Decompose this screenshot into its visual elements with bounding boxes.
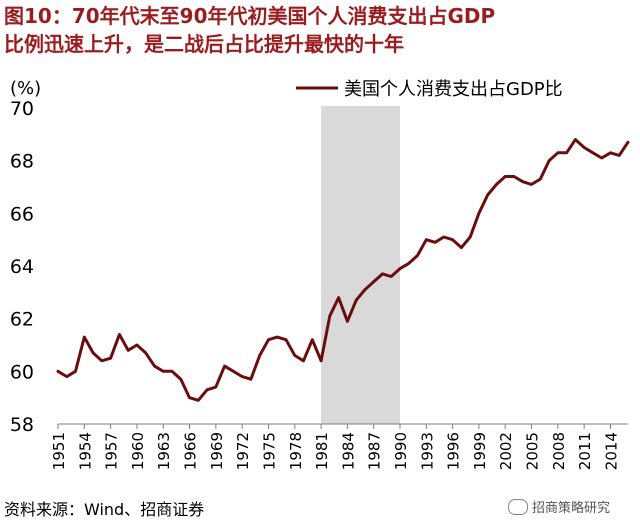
x-tick-label: 1993 [418, 432, 436, 470]
axis-layer: 58 60 62 64 66 68 70(%) 1951 1954 1957 1960 1963 196… [10, 78, 628, 470]
chart-title: 图10：70年代末至90年代初美国个人消费支出占GDP 比例迅速上升，是二战后占… [4, 2, 636, 58]
x-tick-label: 1975 [260, 432, 278, 470]
y-tick-label: 62 [10, 309, 34, 331]
x-tick-label: 1978 [287, 432, 305, 470]
x-tick-label: 1996 [445, 432, 463, 470]
source-note: 资料来源：Wind、招商证券 [4, 500, 205, 519]
watermark: 招商策略研究 [507, 497, 610, 516]
legend-label: 美国个人消费支出占GDP比 [344, 79, 563, 100]
x-tick-label: 1990 [392, 432, 410, 470]
series-layer [56, 138, 630, 402]
y-tick-label: 64 [10, 256, 34, 278]
x-tick-label: 1966 [182, 432, 200, 470]
shaded-region [321, 106, 400, 424]
y-axis-label: (%) [10, 78, 41, 99]
y-tick-label: 60 [10, 361, 34, 383]
x-tick-label: 2002 [497, 432, 515, 470]
line-chart: 58 60 62 64 66 68 70(%) 1951 1954 1957 1960 1963 196… [10, 78, 630, 470]
x-tick-label: 1981 [313, 432, 331, 470]
wechat-icon [507, 498, 528, 515]
chart-title-line-1: 图10：70年代末至90年代初美国个人消费支出占GDP [4, 4, 496, 28]
x-tick-label: 1960 [129, 432, 147, 470]
x-tick-label: 1969 [208, 432, 226, 470]
shade-layer [321, 106, 400, 424]
x-tick-label: 1954 [76, 432, 94, 470]
y-tick-label: 66 [10, 203, 34, 225]
x-tick-label: 2008 [550, 432, 568, 470]
x-tick-label: 1987 [366, 432, 384, 470]
y-tick-label: 68 [10, 151, 34, 173]
x-tick-label: 1972 [234, 432, 252, 470]
x-tick-label: 1951 [50, 432, 68, 470]
y-tick-label: 58 [10, 414, 34, 436]
watermark-label: 招商策略研究 [531, 501, 610, 516]
chart-title-line-2: 比例迅速上升，是二战后占比提升最快的十年 [4, 32, 404, 56]
y-tick-label: 70 [10, 98, 34, 120]
x-tick-label: 2014 [602, 432, 620, 470]
x-tick-label: 1999 [471, 432, 489, 470]
x-tick-label: 2005 [524, 432, 542, 470]
legend: 美国个人消费支出占GDP比 [296, 79, 563, 100]
series-line [56, 138, 630, 402]
x-tick-label: 2011 [576, 432, 594, 470]
x-tick-label: 1963 [155, 432, 173, 470]
x-tick-label: 1957 [103, 432, 121, 470]
x-tick-label: 1984 [339, 432, 357, 470]
